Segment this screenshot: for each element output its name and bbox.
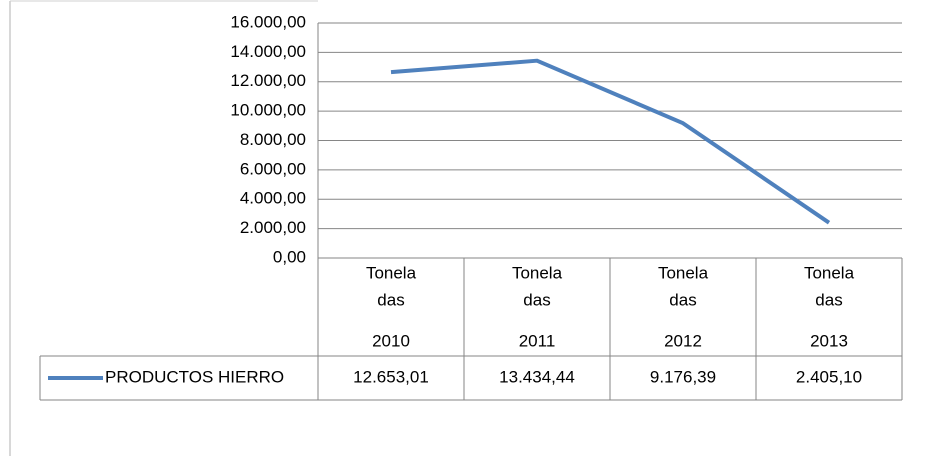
table-value: 12.653,01 [353,367,429,386]
y-tick-label: 16.000,00 [230,12,306,31]
series-line [390,58,831,225]
x-tick-label: das [815,290,842,309]
y-tick-label: 4.000,00 [240,189,306,208]
table-value: 9.176,39 [650,367,716,386]
legend-label: PRODUCTOS HIERRO [105,367,284,386]
table-value: 13.434,44 [499,367,575,386]
x-tick-label: 2012 [664,331,702,350]
x-tick-label: Tonela [804,263,855,282]
y-tick-label: 14.000,00 [230,42,306,61]
x-tick-label: das [523,290,550,309]
x-tick-label: 2011 [519,331,556,350]
x-tick-label: 2013 [810,331,848,350]
x-tick-label: 2010 [372,331,410,350]
x-tick-label: Tonela [512,263,563,282]
y-tick-label: 8.000,00 [240,130,306,149]
x-tick-label: das [377,290,404,309]
x-tick-label: das [669,290,696,309]
y-tick-label: 0,00 [273,247,306,266]
y-tick-label: 10.000,00 [230,101,306,120]
table-value: 2.405,10 [796,367,862,386]
y-tick-label: 12.000,00 [230,71,306,90]
x-tick-label: Tonela [366,263,417,282]
y-tick-label: 2.000,00 [240,218,306,237]
x-tick-label: Tonela [658,263,709,282]
y-tick-label: 6.000,00 [240,159,306,178]
